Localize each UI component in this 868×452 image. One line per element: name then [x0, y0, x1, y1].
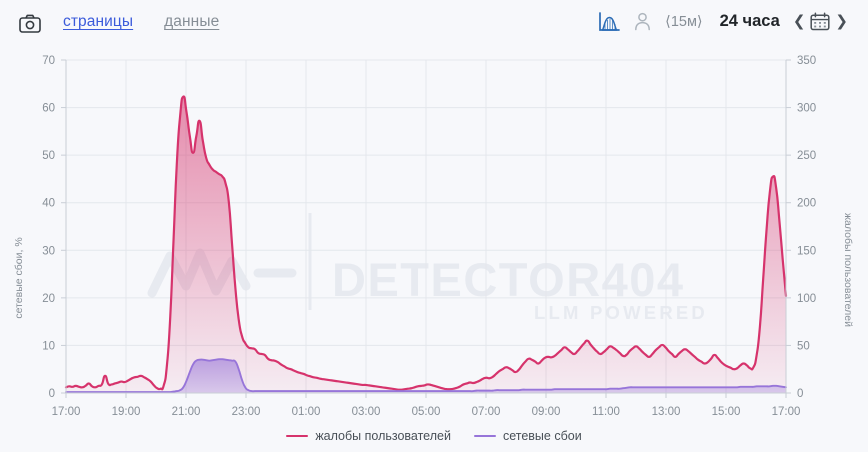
nav-links: страницы данные [63, 13, 219, 31]
toolbar-right: ⟨15м⟩ 24 часа ❮ [598, 11, 850, 32]
chart-area-icon[interactable] [598, 11, 621, 32]
x-tick: 17:00 [52, 406, 81, 418]
x-tick: 23:00 [232, 406, 261, 418]
x-tick: 05:00 [412, 406, 441, 418]
legend-swatch-outages [473, 434, 496, 438]
x-tick: 07:00 [472, 406, 501, 418]
x-tick: 17:00 [772, 406, 801, 418]
x-tick: 15:00 [712, 406, 741, 418]
y-tick-left: 0 [49, 388, 55, 400]
y-tick-right: 300 [797, 103, 816, 115]
series-line-outages[interactable] [65, 358, 787, 394]
y-tick-right: 100 [797, 293, 816, 305]
y-tick-left: 30 [42, 245, 55, 257]
y-tick-right: 0 [797, 388, 803, 400]
user-icon[interactable] [634, 12, 651, 31]
next-period-button[interactable]: ❯ [835, 13, 848, 30]
y-tick-right: 250 [797, 150, 816, 162]
y-tick-left: 50 [42, 150, 55, 162]
x-tick: 11:00 [592, 406, 620, 418]
camera-icon[interactable] [19, 14, 41, 33]
nav-link-pages[interactable]: страницы [63, 13, 134, 30]
y-tick-right: 50 [797, 340, 810, 352]
series-area-outages [66, 359, 786, 393]
y-tick-right: 200 [797, 198, 816, 210]
y-tick-right: 350 [797, 55, 816, 67]
x-tick: 09:00 [532, 406, 561, 418]
toolbar: страницы данные [0, 0, 868, 48]
x-axis-labels: 17:00 19:00 21:00 23:00 01:00 03:00 05:00 07:00… [52, 393, 801, 418]
x-tick: 21:00 [172, 406, 201, 418]
chart-legend: жалобы пользователей сетевые сбои [0, 429, 868, 443]
x-tick: 19:00 [112, 406, 141, 418]
prev-period-button[interactable]: ❮ [792, 13, 806, 30]
chart-container: DETECTOR404 LLM POWERED 0 10 20 30 40 50 60 70 0… [0, 48, 868, 452]
calendar-icon[interactable] [810, 12, 830, 31]
svg-text:DETECTOR404: DETECTOR404 [332, 253, 685, 306]
y-axis-left-labels: 0 10 20 30 40 50 60 70 [42, 55, 66, 400]
y-tick-right: 150 [797, 245, 816, 257]
y-tick-left: 10 [42, 340, 55, 352]
y-axis-right-labels: 0 50 100 150 200 250 300 350 [786, 55, 816, 400]
range-label: 24 часа [719, 12, 780, 30]
nav-link-data[interactable]: данные [164, 13, 220, 30]
series-line-complaints[interactable] [64, 95, 788, 391]
y-tick-left: 20 [42, 293, 55, 305]
y-tick-left: 70 [42, 55, 55, 67]
interval-selector[interactable]: ⟨15м⟩ [665, 13, 703, 30]
x-tick: 01:00 [292, 406, 321, 418]
legend-label-complaints: жалобы пользователей [315, 429, 451, 443]
y-axis-right-title: жалобы пользователей [842, 213, 854, 327]
legend-item-complaints[interactable]: жалобы пользователей [286, 429, 451, 443]
axis-spines [65, 60, 787, 394]
y-axis-left-title: сетевые сбои, % [13, 237, 25, 318]
series-layer [64, 95, 788, 394]
legend-swatch-complaints [286, 434, 309, 438]
legend-item-outages[interactable]: сетевые сбои [473, 429, 582, 443]
series-area-complaints [66, 96, 786, 393]
x-tick: 13:00 [652, 406, 681, 418]
y-tick-left: 60 [42, 103, 55, 115]
svg-text:LLM POWERED: LLM POWERED [534, 302, 708, 323]
x-tick: 03:00 [352, 406, 381, 418]
y-tick-left: 40 [42, 198, 55, 210]
legend-label-outages: сетевые сбои [502, 429, 582, 443]
